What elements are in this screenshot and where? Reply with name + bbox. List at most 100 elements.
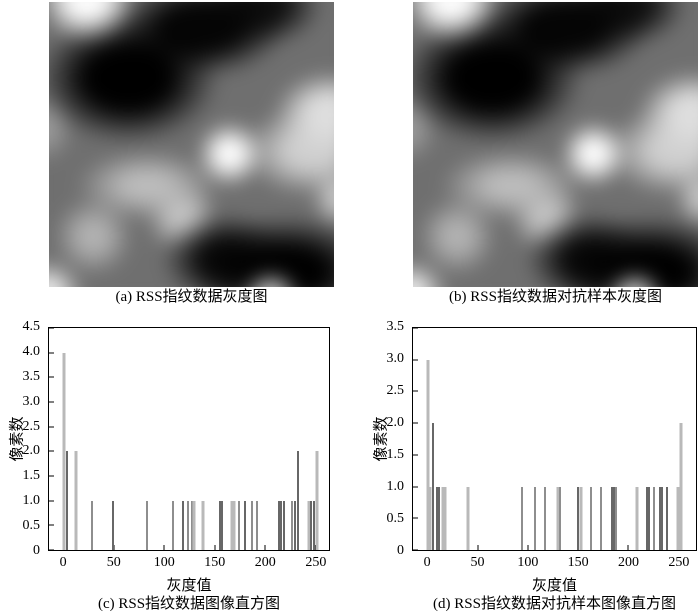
y-tick-mark xyxy=(413,359,418,361)
histogram-c: 像素数 0 0.5 1.0 1.5 2.0 2.5 3.0 3.5 4.0 4.5 0 50 100 1… xyxy=(0,319,350,614)
x-axis-label: 灰度值 xyxy=(531,578,577,594)
x-tick-mark xyxy=(314,545,316,550)
histogram-bar xyxy=(112,500,115,550)
grayscale-image-a xyxy=(49,2,334,287)
histogram-bar xyxy=(187,500,190,550)
histogram-bar xyxy=(237,500,240,550)
x-axis-tick-labels: 0 50 100 150 200 250 xyxy=(412,555,697,571)
histogram-bar xyxy=(190,500,193,550)
x-tick-mark xyxy=(163,545,165,550)
y-tick-mark xyxy=(49,475,54,477)
y-tick-label: 3.0 xyxy=(386,351,405,366)
y-axis-tick-labels: 0 0.5 1.0 1.5 2.0 2.5 3.0 3.5 xyxy=(364,319,408,558)
plot-area-c xyxy=(48,327,330,551)
y-tick-mark xyxy=(49,549,54,551)
y-tick-label: 1.0 xyxy=(386,479,405,494)
x-tick-label: 150 xyxy=(567,555,589,570)
y-tick-mark xyxy=(413,390,418,392)
histogram-bar xyxy=(201,500,205,550)
x-tick-mark xyxy=(627,545,629,550)
x-tick-label: 100 xyxy=(517,555,539,570)
histogram-bar xyxy=(653,486,655,550)
y-tick-label: 1.0 xyxy=(22,493,41,509)
histogram-bar xyxy=(666,486,668,550)
x-tick-label: 200 xyxy=(254,555,276,570)
histogram-bar xyxy=(590,486,592,550)
grayscale-image-b xyxy=(413,2,698,287)
x-axis-tick-labels: 0 50 100 150 200 250 xyxy=(48,555,330,571)
y-tick-label: 2.5 xyxy=(22,418,41,434)
x-tick-mark xyxy=(527,545,529,550)
histogram-bar xyxy=(220,500,223,550)
x-tick-label: 250 xyxy=(305,555,327,570)
histogram-bar xyxy=(679,423,683,550)
histogram-bar xyxy=(661,486,663,550)
histogram-bar xyxy=(648,486,650,550)
y-tick-label: 0.5 xyxy=(386,511,405,526)
y-tick-mark xyxy=(413,422,418,424)
histogram-bar xyxy=(91,500,94,550)
x-tick-label: 50 xyxy=(470,555,485,570)
histogram-bar xyxy=(544,486,546,550)
y-tick-mark xyxy=(413,327,418,329)
histogram-bar xyxy=(293,500,296,550)
histogram-bar xyxy=(438,486,440,550)
y-tick-mark xyxy=(49,524,54,526)
y-tick-mark xyxy=(49,352,54,354)
histogram-bar xyxy=(559,486,561,550)
histogram-bar xyxy=(659,486,661,550)
histogram-bar xyxy=(172,500,175,550)
x-axis-label: 灰度值 xyxy=(166,578,212,594)
x-tick-label: 50 xyxy=(106,555,121,570)
histogram-bar xyxy=(645,486,648,550)
x-tick-label: 0 xyxy=(423,555,431,570)
histogram-bar xyxy=(577,486,579,550)
y-tick-mark xyxy=(413,549,418,551)
histogram-bar xyxy=(635,486,639,550)
histogram-bar xyxy=(74,451,78,550)
x-tick-mark xyxy=(264,545,266,550)
x-tick-mark xyxy=(214,545,216,550)
histogram-bar xyxy=(277,500,280,550)
histogram-bar xyxy=(230,500,234,550)
histogram-bar xyxy=(534,486,536,550)
y-tick-label: 0 xyxy=(397,543,404,558)
caption-c: (c) RSS指纹数据图像直方图 xyxy=(97,596,281,612)
y-tick-mark xyxy=(49,327,54,329)
y-tick-label: 3.5 xyxy=(22,368,41,384)
y-tick-label: 3.5 xyxy=(386,319,405,334)
x-tick-label: 250 xyxy=(668,555,690,570)
histogram-bar xyxy=(307,500,311,550)
histogram-bar xyxy=(436,486,438,550)
y-tick-mark xyxy=(49,450,54,452)
y-tick-mark xyxy=(49,500,54,502)
histogram-bar xyxy=(443,486,447,550)
histogram-bar xyxy=(579,486,583,550)
histogram-bar xyxy=(232,500,236,550)
histogram-bar xyxy=(62,352,66,550)
histogram-bar xyxy=(611,486,613,550)
histogram-d: 像素数 0 0.5 1.0 1.5 2.0 2.5 3.0 3.5 0 50 100 150 200 2… xyxy=(350,319,700,614)
grayscale-blob-rendering xyxy=(49,2,334,287)
y-tick-label: 3.0 xyxy=(22,393,41,409)
histogram-bar xyxy=(309,500,312,550)
histogram-bar xyxy=(218,500,221,550)
y-tick-mark xyxy=(413,517,418,519)
y-tick-mark xyxy=(49,426,54,428)
y-tick-mark xyxy=(413,486,418,488)
histogram-bar xyxy=(146,500,149,550)
x-tick-label: 0 xyxy=(59,555,67,570)
histogram-bar xyxy=(66,451,69,550)
histogram-bar xyxy=(255,500,258,550)
y-tick-mark xyxy=(49,376,54,378)
histogram-bar xyxy=(556,486,560,550)
histogram-bar xyxy=(250,500,253,550)
y-tick-label: 2.0 xyxy=(386,415,405,430)
x-tick-label: 200 xyxy=(618,555,640,570)
y-tick-label: 4.5 xyxy=(22,319,41,334)
x-tick-mark xyxy=(113,545,115,550)
histogram-bar xyxy=(432,423,434,550)
histogram-bar xyxy=(315,451,319,550)
histogram-bar xyxy=(676,486,680,550)
